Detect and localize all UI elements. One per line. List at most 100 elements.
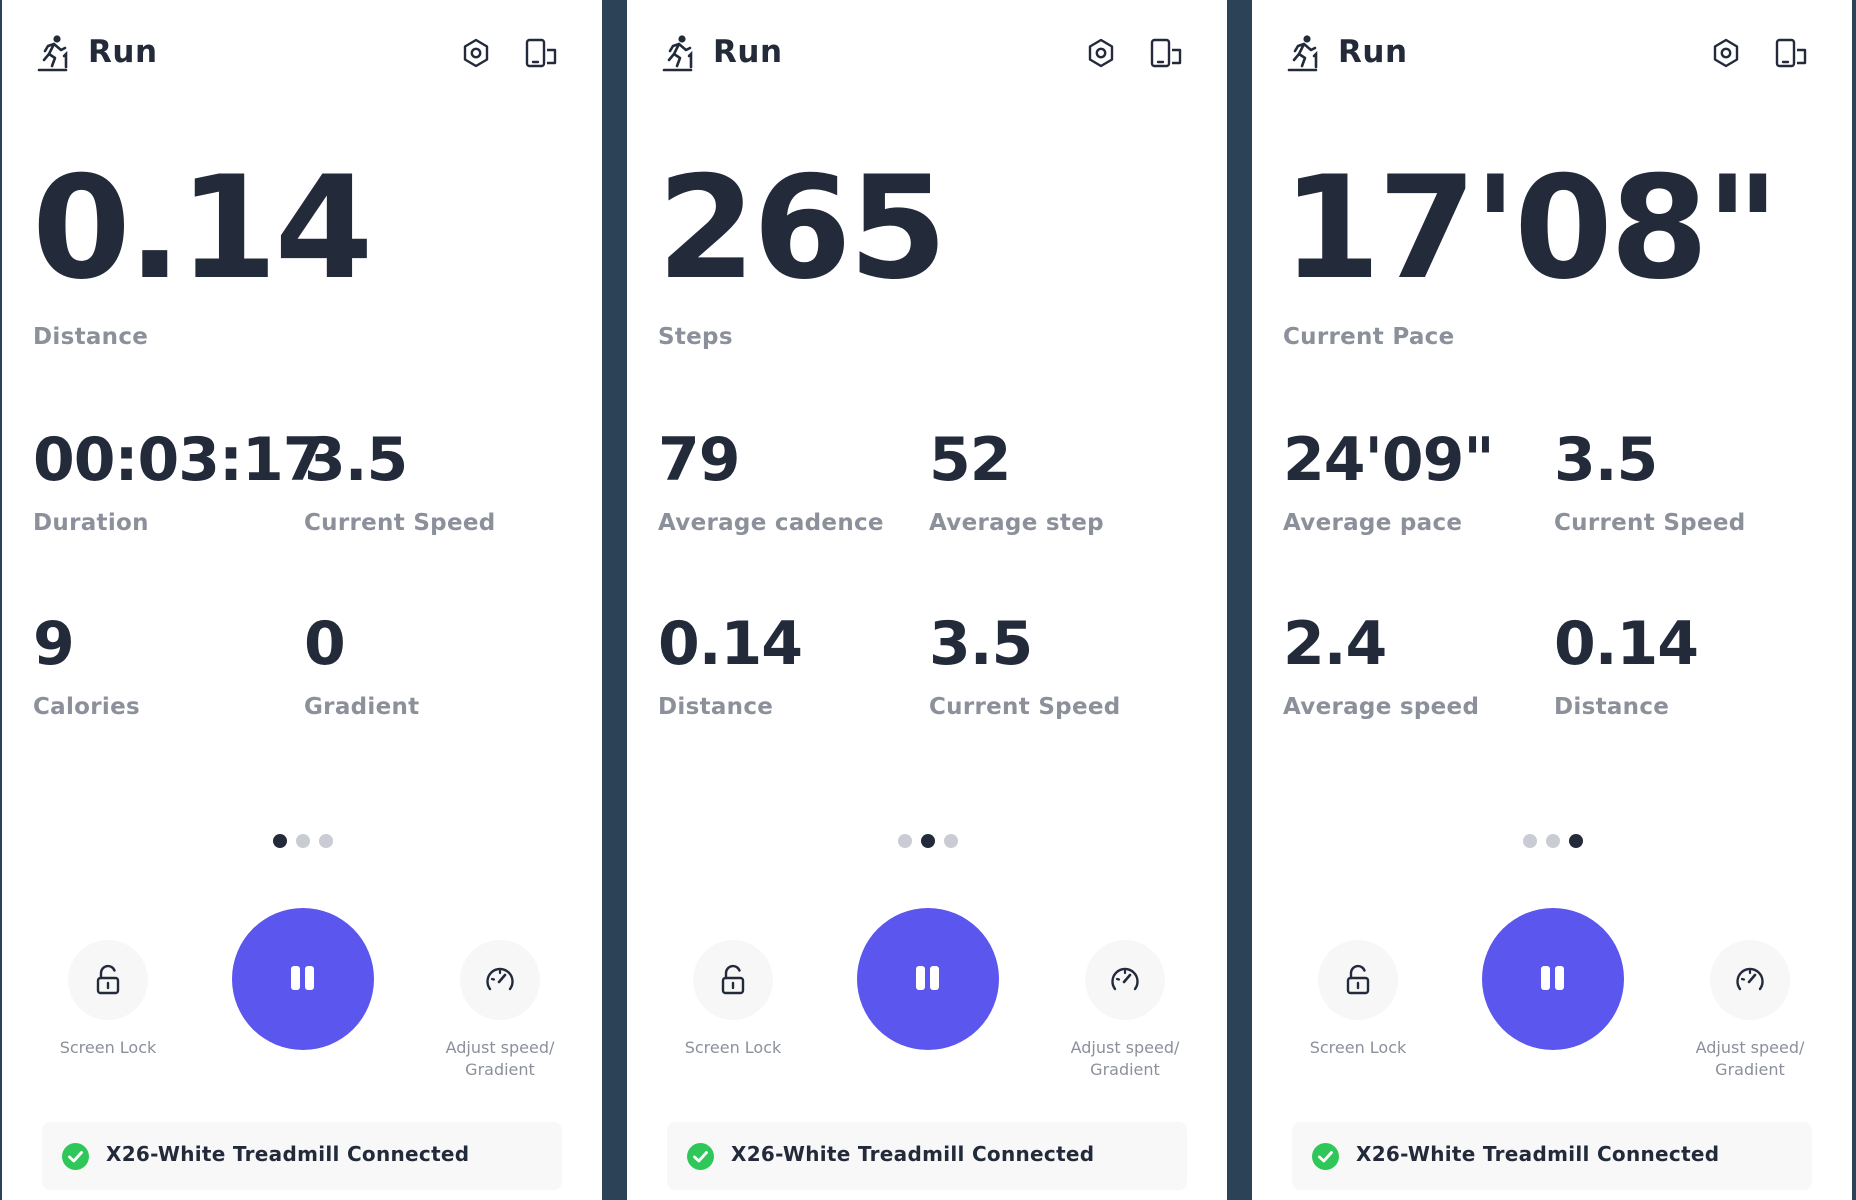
pause-icon xyxy=(305,966,314,990)
stat-value: 79 xyxy=(658,425,740,495)
connection-text: X26-White Treadmill Connected xyxy=(1356,1142,1720,1166)
stat-value: 3.5 xyxy=(304,425,408,495)
adjust-speed-label: Adjust speed/ Gradient xyxy=(1670,1037,1830,1081)
hero-label: Distance xyxy=(33,324,149,350)
hero-value: 17'08" xyxy=(1282,146,1780,311)
screen-lock-button[interactable] xyxy=(68,940,148,1020)
stat-value: 3.5 xyxy=(929,609,1033,679)
unlock-icon xyxy=(721,964,745,995)
page-dot-1[interactable] xyxy=(898,834,912,848)
pause-button[interactable] xyxy=(1482,908,1624,1050)
page-dot-2[interactable] xyxy=(921,834,935,848)
header: Run xyxy=(2,30,602,76)
stat-label: Average pace xyxy=(1283,510,1463,536)
header: Run xyxy=(627,30,1227,76)
settings-icon[interactable] xyxy=(460,37,492,69)
stat-label: Calories xyxy=(33,694,141,720)
pause-icon xyxy=(291,966,300,990)
hero-label: Steps xyxy=(658,324,733,350)
adjust-speed-label-line2: Gradient xyxy=(1090,1060,1160,1079)
stat-label: Distance xyxy=(1554,694,1670,720)
stat-label: Average cadence xyxy=(658,510,884,536)
stat-item: 3.5 Current Speed xyxy=(304,430,496,536)
pause-icon xyxy=(1541,966,1550,990)
stat-item: 0.14 Distance xyxy=(1554,609,1699,720)
page-dot-1[interactable] xyxy=(1523,834,1537,848)
stat-value: 9 xyxy=(33,609,75,679)
pause-icon xyxy=(930,966,939,990)
page-dot-2[interactable] xyxy=(1546,834,1560,848)
stat-item: 3.5 Current Speed xyxy=(1554,430,1746,536)
device-icon[interactable] xyxy=(1148,37,1184,69)
stat-value: 3.5 xyxy=(1554,425,1658,495)
page-indicator xyxy=(627,834,1227,848)
screen-lock-label: Screen Lock xyxy=(59,1038,157,1057)
screen-lock-button[interactable] xyxy=(1318,940,1398,1020)
screen-lock-button[interactable] xyxy=(693,940,773,1020)
stat-item: 2.4 Average speed xyxy=(1283,614,1479,720)
page-title: Run xyxy=(88,34,158,70)
stat-item: 79 Average cadence xyxy=(658,430,884,536)
hero-value: 0.14 xyxy=(32,146,373,311)
screen-lock-label: Screen Lock xyxy=(1309,1038,1407,1057)
page-dot-2[interactable] xyxy=(296,834,310,848)
adjust-speed-label-line1: Adjust speed/ xyxy=(1070,1038,1180,1057)
stat-item: 52 Average step xyxy=(929,430,1104,536)
stat-label: Gradient xyxy=(304,694,420,720)
settings-icon[interactable] xyxy=(1085,37,1117,69)
stat-value: 24'09" xyxy=(1283,425,1495,495)
stat-item: 3.5 Current Speed xyxy=(929,614,1121,720)
settings-icon[interactable] xyxy=(1710,37,1742,69)
page-title: Run xyxy=(713,34,783,70)
check-circle-icon xyxy=(1312,1143,1339,1170)
unlock-icon xyxy=(1346,964,1370,995)
hero-label: Current Pace xyxy=(1283,324,1455,350)
connection-text: X26-White Treadmill Connected xyxy=(106,1142,470,1166)
adjust-speed-label: Adjust speed/ Gradient xyxy=(1045,1037,1205,1081)
stat-label: Current Speed xyxy=(929,694,1121,720)
stat-value: 00:03:17 xyxy=(33,425,324,495)
adjust-speed-gradient-button[interactable] xyxy=(1085,940,1165,1020)
adjust-speed-label: Adjust speed/ Gradient xyxy=(420,1037,580,1081)
page-dot-3[interactable] xyxy=(944,834,958,848)
check-circle-icon xyxy=(687,1143,714,1170)
check-circle-icon xyxy=(62,1143,89,1170)
hero-value: 265 xyxy=(657,146,947,311)
treadmill-runner-icon xyxy=(37,35,68,72)
stat-value: 0.14 xyxy=(1554,609,1699,679)
adjust-speed-label-line1: Adjust speed/ xyxy=(1695,1038,1805,1057)
stat-label: Current Speed xyxy=(1554,510,1746,536)
stat-value: 0 xyxy=(304,609,346,679)
speedometer-icon xyxy=(1111,967,1139,991)
connection-text: X26-White Treadmill Connected xyxy=(731,1142,1095,1166)
run-panel-3: Run 17'08" Current Pace 24'09" Average p… xyxy=(1252,0,1852,1200)
adjust-speed-label-line2: Gradient xyxy=(1715,1060,1785,1079)
device-icon[interactable] xyxy=(1773,37,1809,69)
adjust-speed-label-line2: Gradient xyxy=(465,1060,535,1079)
page-indicator xyxy=(2,834,602,848)
header: Run xyxy=(1252,30,1852,76)
connection-status: X26-White Treadmill Connected xyxy=(1292,1122,1812,1190)
stat-label: Average step xyxy=(929,510,1104,536)
adjust-speed-gradient-button[interactable] xyxy=(460,940,540,1020)
screen-lock-label: Screen Lock xyxy=(684,1038,782,1057)
unlock-icon xyxy=(96,964,120,995)
stat-item: 0 Gradient xyxy=(304,614,419,720)
pause-button[interactable] xyxy=(232,908,374,1050)
pause-icon xyxy=(916,966,925,990)
page-dot-3[interactable] xyxy=(1569,834,1583,848)
stat-label: Distance xyxy=(658,694,774,720)
page-title: Run xyxy=(1338,34,1408,70)
page-dot-1[interactable] xyxy=(273,834,287,848)
stat-label: Average speed xyxy=(1283,694,1480,720)
page-dot-3[interactable] xyxy=(319,834,333,848)
connection-status: X26-White Treadmill Connected xyxy=(42,1122,562,1190)
run-panel-2: Run 265 Steps 79 Average cadence 52 Aver… xyxy=(627,0,1227,1200)
stat-value: 0.14 xyxy=(658,609,803,679)
pause-icon xyxy=(1555,966,1564,990)
pause-button[interactable] xyxy=(857,908,999,1050)
stat-item: 00:03:17 Duration xyxy=(33,425,324,536)
adjust-speed-gradient-button[interactable] xyxy=(1710,940,1790,1020)
stat-value: 52 xyxy=(929,425,1011,495)
device-icon[interactable] xyxy=(523,37,559,69)
